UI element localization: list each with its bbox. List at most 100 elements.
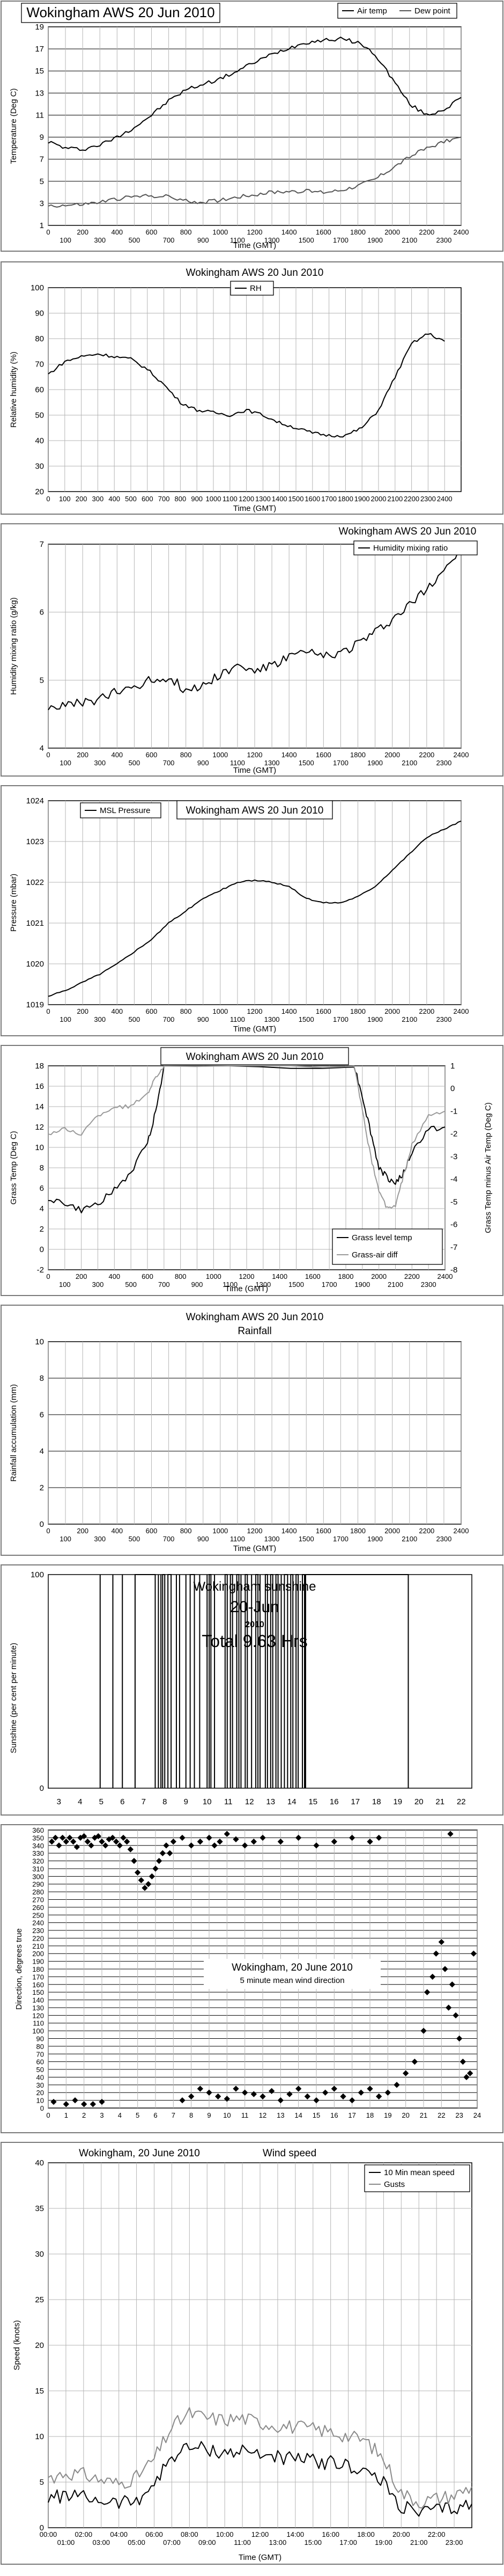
x-tick-label: 1900 bbox=[367, 1535, 383, 1543]
x-tick-label: 8 bbox=[162, 1797, 167, 1806]
x-tick-label: 22:00 bbox=[428, 2530, 446, 2538]
scatter-point bbox=[206, 2089, 212, 2096]
y-tick-label: 30 bbox=[36, 2081, 44, 2089]
chart-title: Wokingham AWS 20 Jun 2010 bbox=[26, 4, 214, 20]
x-tick-label: 1600 bbox=[316, 228, 331, 236]
mixing-ratio-chart-svg: 4 5 6 7 0 200 400 600 800 1000 1200 1400 1600 1800 20… bbox=[1, 523, 503, 777]
x-tick-label: 1000 bbox=[212, 1527, 228, 1535]
x-tick-label: 600 bbox=[146, 228, 158, 236]
series-group bbox=[48, 550, 462, 711]
humidity-chart: 20 30 40 50 60 70 80 90 100 0 100 200 300 400 500 600 7… bbox=[0, 261, 504, 515]
x-tick-label: 2200 bbox=[419, 228, 434, 236]
x-tick-label: 200 bbox=[77, 1527, 88, 1535]
scatter-point bbox=[269, 2088, 275, 2095]
x-tick-label: 1900 bbox=[354, 1280, 370, 1289]
y-tick-labels: -2 0 2 4 6 8 10 12 14 16 18 bbox=[35, 1062, 44, 1275]
y-tick-label: 7 bbox=[40, 540, 44, 549]
x-tick-label: 22 bbox=[457, 1797, 466, 1806]
x-tick-label: 800 bbox=[180, 1527, 192, 1535]
y-tick-label: 8 bbox=[40, 1374, 44, 1383]
scatter-point bbox=[470, 1950, 477, 1957]
y-tick-label: 1 bbox=[40, 221, 44, 230]
y-tick-labels: 20 30 40 50 60 70 80 90 100 bbox=[31, 283, 44, 496]
x-tick-label: 19 bbox=[384, 2111, 391, 2119]
y-tick-label: 35 bbox=[35, 2204, 44, 2213]
x-tick-label: 2200 bbox=[419, 1007, 434, 1015]
x-tick-label: 200 bbox=[77, 228, 88, 236]
grid-x-group bbox=[48, 1342, 462, 1524]
temperature-chart: 1 3 5 7 9 11 13 15 17 19 0 200 400 600 800 1000 1200 140… bbox=[0, 0, 504, 252]
x-tick-label: 2 bbox=[82, 2111, 86, 2119]
x-tick-label: 11 bbox=[224, 1797, 233, 1806]
y-axis-label: Direction, degrees true bbox=[14, 1928, 24, 2010]
x-tick-label: 05:00 bbox=[128, 2538, 145, 2546]
rainfall-chart-svg: 0 2 4 6 8 10 0 200 400 600 800 1000 1200 1400 1600 180… bbox=[1, 1305, 503, 1556]
x-tick-label: 2300 bbox=[436, 236, 451, 244]
x-tick-label: 18 bbox=[372, 1797, 381, 1806]
sunshine-bar bbox=[189, 1574, 195, 1788]
x-tick-label: 2000 bbox=[371, 495, 387, 503]
scatter-point bbox=[442, 1966, 448, 1972]
x-tick-label: 800 bbox=[175, 495, 187, 503]
legend-label-grass-temp: Grass level temp bbox=[352, 1233, 412, 1242]
x-tick-label: 1000 bbox=[212, 751, 228, 759]
x-tick-label: 1000 bbox=[212, 1007, 228, 1015]
scatter-point bbox=[313, 1842, 320, 1849]
chart-title: Wokingham AWS 20 Jun 2010 bbox=[186, 1051, 324, 1063]
y-tick-label: 20 bbox=[36, 2089, 44, 2097]
y-tick-label: 230 bbox=[32, 1927, 44, 1935]
y-tick-label: 1024 bbox=[26, 796, 44, 806]
x-tick-label: 1300 bbox=[264, 1015, 280, 1023]
y-tick-label: 10 bbox=[35, 1337, 44, 1346]
chart-year: 2010 bbox=[245, 1620, 264, 1629]
x-tick-label: 6 bbox=[153, 2111, 157, 2119]
legend-box bbox=[332, 1228, 443, 1265]
sunshine-bar bbox=[224, 1574, 228, 1788]
x-tick-label: 16 bbox=[330, 2111, 338, 2119]
scatter-point bbox=[211, 1842, 218, 1849]
x-tick-labels-bottom: 01:00 03:00 05:00 07:00 09:00 11:00 13:00 15:00… bbox=[57, 2538, 463, 2546]
y-tick-label: 80 bbox=[36, 2043, 44, 2051]
x-tick-labels-top: 0 200 400 600 800 1000 1200 1400 1600 1800 2000 220… bbox=[46, 228, 469, 236]
x-tick-label: 12:00 bbox=[251, 2530, 269, 2538]
y-tick-label: 260 bbox=[32, 1904, 44, 1912]
y-tick-label: 80 bbox=[35, 334, 44, 343]
x-tick-label: 13:00 bbox=[269, 2538, 287, 2546]
x-tick-label: 700 bbox=[163, 1015, 175, 1023]
y-tick-label: 90 bbox=[36, 2035, 44, 2043]
y-tick-label-right: -5 bbox=[450, 1197, 457, 1206]
x-tick-label: 700 bbox=[163, 759, 175, 767]
x-tick-label: 1600 bbox=[305, 1272, 321, 1280]
x-tick-label: 1700 bbox=[333, 759, 349, 767]
x-tick-label: 5 bbox=[136, 2111, 139, 2119]
x-tick-label: 600 bbox=[146, 1007, 158, 1015]
x-tick-label: 21 bbox=[420, 2111, 427, 2119]
y-tick-label-right: 0 bbox=[450, 1084, 455, 1093]
y-tick-label: 0 bbox=[40, 1245, 44, 1254]
x-tick-labels: 0 100 200 300 400 500 600 700 800 900 1000 1100 1200… bbox=[46, 495, 452, 503]
x-tick-label: 0 bbox=[46, 1007, 50, 1015]
x-tick-label: 1500 bbox=[299, 236, 314, 244]
y-tick-label: 40 bbox=[35, 436, 44, 445]
humidity-chart-svg: 20 30 40 50 60 70 80 90 100 0 100 200 300 400 500 600 7… bbox=[1, 261, 503, 515]
x-tick-label: 15 bbox=[313, 2111, 320, 2119]
scatter-point bbox=[433, 1950, 439, 1957]
scatter-point bbox=[102, 1842, 109, 1849]
scatter-point bbox=[127, 1846, 134, 1853]
x-tick-label: 1100 bbox=[230, 236, 245, 244]
y-axis-label: Temperature (Deg C) bbox=[9, 89, 18, 164]
x-tick-label: 100 bbox=[60, 236, 71, 244]
x-tick-label: 2200 bbox=[404, 495, 419, 503]
scatter-point bbox=[467, 2070, 473, 2076]
x-tick-label: 24 bbox=[473, 2111, 481, 2119]
title-box bbox=[176, 800, 333, 819]
x-tick-label: 23 bbox=[455, 2111, 463, 2119]
x-tick-label: 1000 bbox=[212, 228, 228, 236]
x-tick-label: 06:00 bbox=[145, 2530, 163, 2538]
x-tick-label: 1700 bbox=[333, 1535, 349, 1543]
x-tick-label: 400 bbox=[108, 495, 120, 503]
x-tick-label: 1800 bbox=[350, 1007, 366, 1015]
scatter-point bbox=[145, 1881, 152, 1887]
y-axis-label: Rainfall accumulation (mm) bbox=[9, 1384, 18, 1482]
x-tick-label: 0 bbox=[46, 1272, 50, 1280]
